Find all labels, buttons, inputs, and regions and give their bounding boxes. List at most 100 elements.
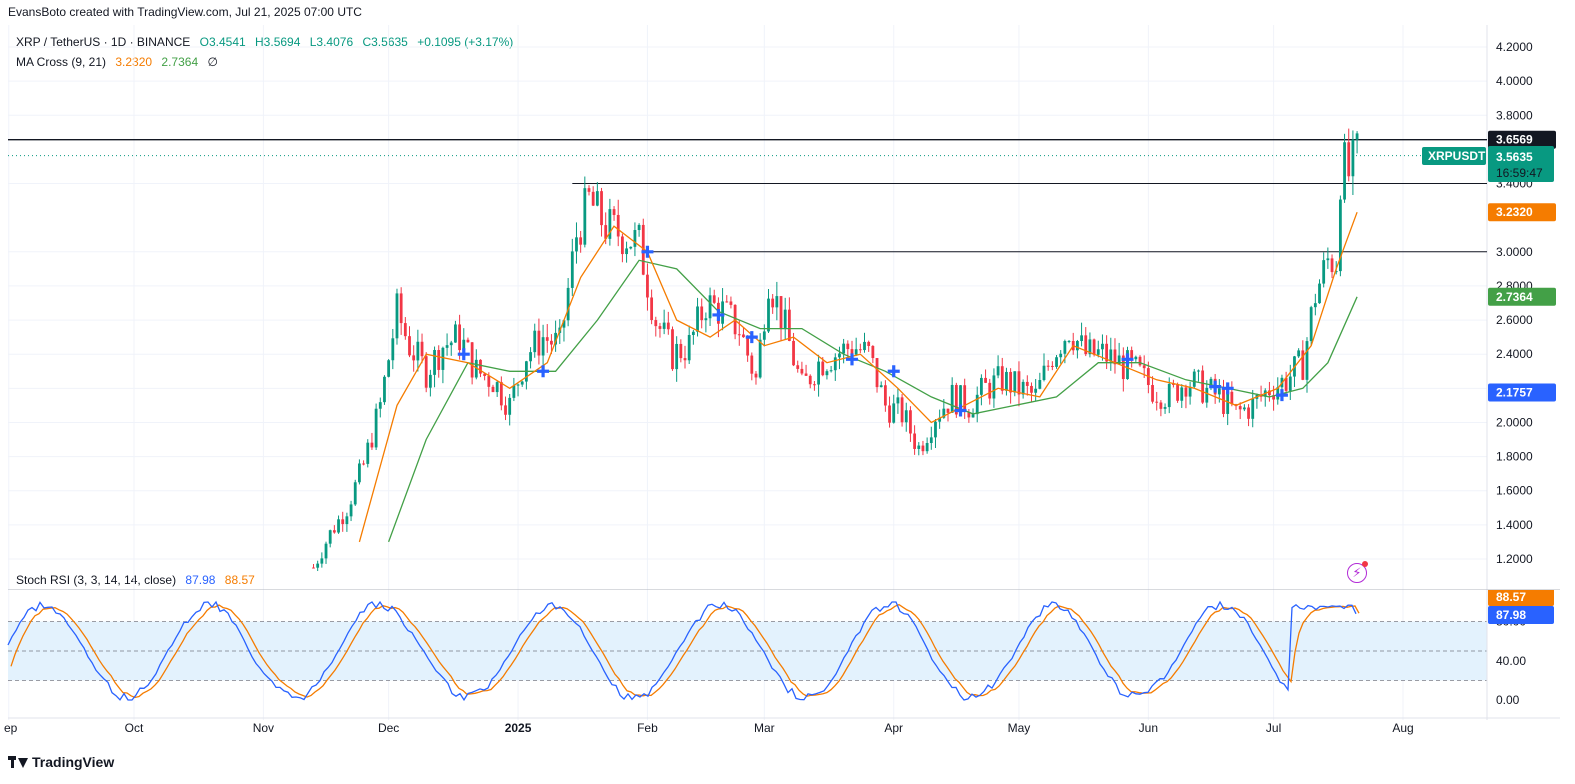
ma-cross-marker (712, 308, 725, 321)
candle-body (1268, 390, 1271, 396)
candle-body (508, 397, 512, 415)
candle-body (324, 543, 328, 559)
candles (312, 128, 1359, 572)
chart-attribution: EvansBoto created with TradingView.com, … (8, 5, 362, 19)
candle-body (771, 298, 775, 308)
ma-cross-label[interactable]: MA Cross (9, 21) (16, 55, 107, 69)
candle-body (1184, 387, 1188, 397)
candle-body (1101, 343, 1104, 350)
candle-body (541, 337, 545, 356)
time-tick-label: Apr (884, 721, 903, 735)
candle-body (1013, 371, 1017, 393)
candle-body (570, 251, 574, 288)
candle-body (658, 326, 662, 329)
price-tick-label: 4.0000 (1496, 74, 1533, 88)
time-tick-label: Feb (637, 721, 658, 735)
candle-body (600, 191, 603, 226)
candle-body (854, 349, 858, 355)
candle-body (1322, 260, 1326, 284)
time-tick-label: Dec (378, 721, 399, 735)
symbol-tag-text: XRPUSDT (1428, 149, 1486, 163)
candle-body (420, 341, 424, 357)
candle-body (358, 463, 361, 483)
candle-body (1247, 407, 1250, 419)
candle-body (408, 336, 411, 356)
time-tick-label: May (1008, 721, 1031, 735)
candle-body (1197, 370, 1200, 372)
candle-body (1305, 341, 1309, 380)
ohlc-change: +0.1095 (+3.17%) (417, 35, 514, 49)
symbol-legend: XRP / TetherUS · 1D · BINANCE O3.4541 H3… (16, 35, 519, 49)
candle-body (742, 334, 745, 338)
candle-body (863, 341, 866, 351)
stoch-rsi-d-line (10, 603, 1360, 699)
ma-fast-line (358, 211, 1358, 543)
candle-body (842, 343, 846, 354)
candle-body (1038, 379, 1042, 389)
candle-body (758, 339, 762, 378)
candle-body (1155, 401, 1159, 403)
candle-body (1226, 391, 1230, 414)
candle-body (729, 301, 733, 305)
candle-body (783, 309, 787, 329)
candle-body (683, 358, 687, 361)
candle-body (612, 209, 616, 215)
candle-body (767, 298, 770, 332)
cross-price-tag-text: 2.1757 (1496, 385, 1533, 399)
ma-slow-price-tag-text: 2.7364 (1496, 290, 1533, 304)
candle-body (996, 366, 1000, 376)
candle-body (328, 530, 332, 544)
lightning-icon[interactable]: ⚡ (1347, 563, 1367, 583)
candle-body (629, 246, 633, 249)
countdown-text: 16:59:47 (1496, 166, 1543, 180)
candle-body (1084, 335, 1088, 355)
candle-body (992, 375, 996, 399)
candle-body (1092, 339, 1096, 355)
candle-body (963, 385, 967, 412)
time-tick-label: Nov (253, 721, 274, 735)
candle-body (1288, 376, 1292, 391)
symbol-name[interactable]: XRP / TetherUS · 1D · BINANCE (16, 35, 191, 49)
price-tick-label: 4.2000 (1496, 40, 1533, 54)
price-chart[interactable]: 1.20001.40001.60001.80002.00002.20002.40… (0, 0, 1575, 590)
candle-body (925, 442, 929, 452)
candle-body (1088, 339, 1092, 355)
candle-body (499, 382, 503, 406)
resistance-price-tag: 3.6569 (1488, 130, 1556, 149)
ma-fast-price-tag: 3.2320 (1488, 203, 1556, 222)
candle-body (391, 338, 395, 361)
ma-cross-marker (954, 404, 967, 417)
notification-dot (1362, 561, 1368, 567)
stoch-rsi-chart[interactable]: 0.0040.0080.0088.5787.98epOctNovDec2025F… (0, 590, 1575, 740)
candle-body (984, 377, 987, 383)
candle-body (1142, 365, 1146, 369)
candle-body (1176, 383, 1179, 401)
candle-body (1272, 395, 1275, 400)
candle-body (579, 237, 583, 245)
last-price-bg (1488, 146, 1554, 182)
candle-body (867, 341, 871, 346)
candle-body (817, 361, 820, 385)
candle-body (921, 445, 925, 452)
candle-body (495, 382, 499, 393)
stoch-rsi-label[interactable]: Stoch RSI (3, 3, 14, 14, close) (16, 573, 177, 587)
symbol-price-tag: XRPUSDT 3.5635 16:59:47 (1422, 146, 1554, 182)
candle-body (946, 408, 950, 413)
candle-body (1113, 349, 1117, 365)
candle-body (1222, 388, 1225, 414)
candle-body (337, 519, 340, 533)
ma-cross-marker (745, 331, 758, 344)
price-tick-label: 3.8000 (1496, 108, 1533, 122)
rsi-k-tag: 87.98 (1488, 606, 1554, 624)
cross-price-tag-bg (1488, 383, 1556, 402)
candle-body (909, 410, 912, 434)
candle-body (316, 563, 320, 568)
candle-body (808, 375, 812, 385)
candle-body (637, 224, 641, 231)
candle-body (583, 188, 587, 245)
candle-body (441, 347, 445, 370)
candle-body (479, 359, 482, 374)
resistance-price-tag-bg (1488, 130, 1556, 149)
rsi-d-tag: 88.57 (1488, 590, 1554, 606)
candle-body (1172, 383, 1175, 385)
